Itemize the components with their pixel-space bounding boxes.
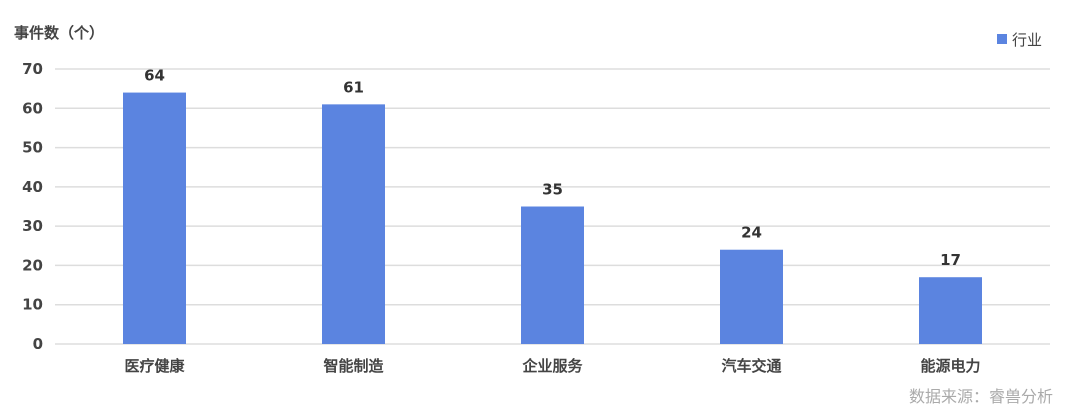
x-tick-label: 医疗健康: [124, 357, 185, 375]
bar: [123, 92, 186, 344]
data-label: 17: [940, 251, 961, 269]
bar: [322, 104, 385, 344]
y-tick-label: 40: [22, 178, 43, 196]
y-axis-label: 事件数（个）: [14, 24, 104, 42]
x-tick-label: 智能制造: [323, 357, 383, 375]
data-label: 64: [144, 67, 165, 85]
y-tick-label: 10: [22, 296, 43, 314]
data-label: 61: [343, 78, 364, 96]
bar: [720, 249, 783, 344]
y-tick-label: 60: [22, 99, 43, 117]
data-label: 35: [542, 181, 563, 199]
legend-swatch: [997, 34, 1007, 44]
source-note: 数据来源：睿兽分析: [909, 387, 1053, 406]
data-label: 24: [741, 224, 762, 242]
y-tick-label: 70: [22, 60, 43, 78]
x-tick-label: 能源电力: [920, 357, 980, 375]
y-tick-label: 30: [22, 217, 43, 235]
bar: [521, 206, 584, 344]
y-tick-label: 0: [33, 335, 43, 353]
y-tick-label: 50: [22, 139, 43, 157]
legend-label: 行业: [1012, 31, 1042, 49]
y-tick-label: 20: [22, 256, 43, 274]
bar: [919, 277, 982, 344]
x-tick-label: 企业服务: [521, 357, 583, 375]
x-tick-label: 汽车交通: [721, 357, 781, 375]
bars: 64 医疗健康 61 智能制造 35 企业服务 24 汽车交通 17 能源电力: [123, 67, 982, 375]
